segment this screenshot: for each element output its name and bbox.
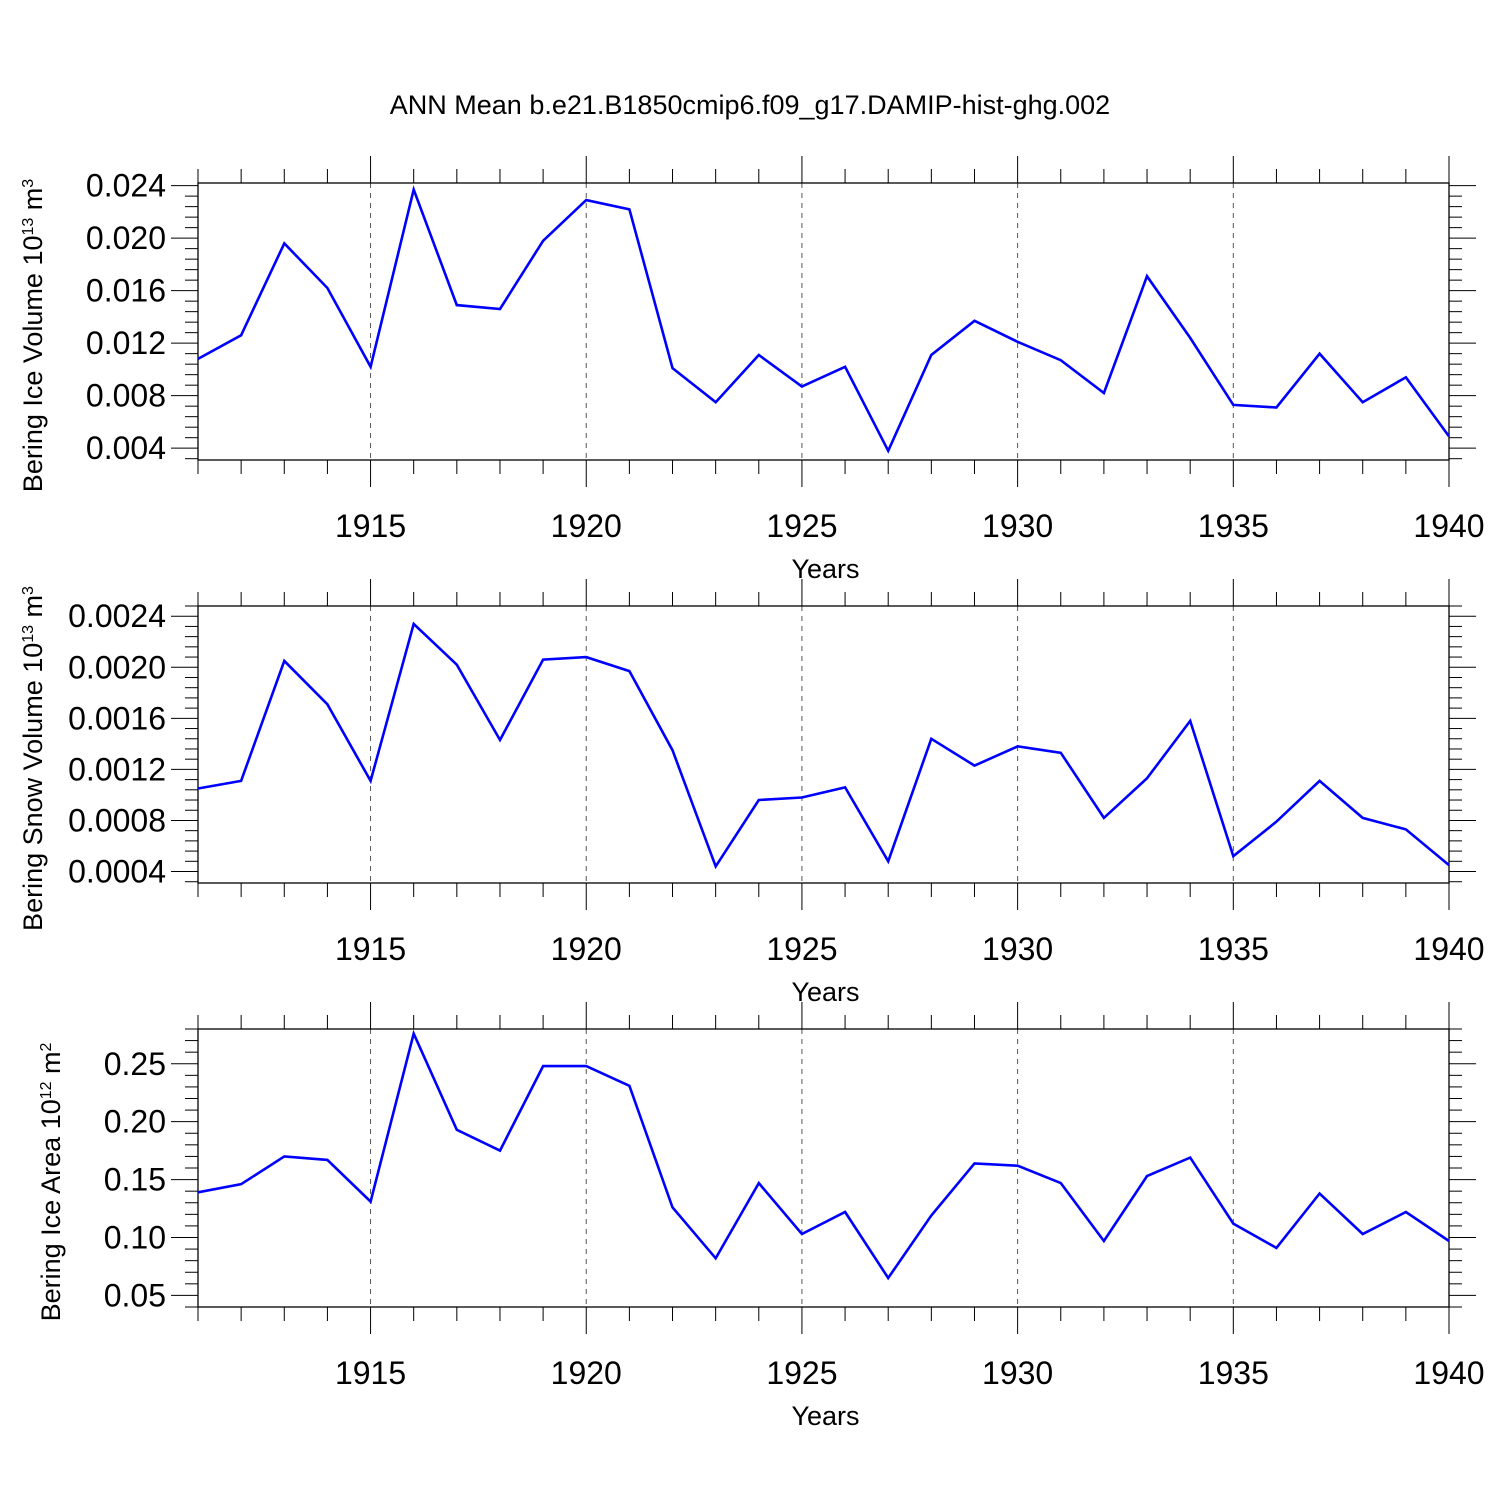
y-axis-title: Bering Snow Volume 1013 m3 (18, 586, 48, 931)
y-tick-label: 0.0004 (68, 854, 166, 890)
x-axis-title: Years (791, 977, 859, 1007)
chart-panel-3: 0.05 0.10 0.15 0.20 0.25 1915 1920 1925 1930 1935… (36, 1002, 1485, 1431)
x-tick-label: 1935 (1198, 508, 1269, 544)
y-tick-label: 0.016 (86, 273, 166, 309)
y-tick-label: 0.15 (104, 1162, 166, 1198)
x-tick-label: 1930 (982, 508, 1053, 544)
y-tick-label: 0.012 (86, 325, 166, 361)
y-tick-label: 0.25 (104, 1046, 166, 1082)
y-tick-label: 0.0012 (68, 751, 166, 787)
y-axis-title-text: Bering Snow Volume 10 (18, 643, 48, 931)
y-tick-label: 0.008 (86, 378, 166, 414)
y-axis-title-superscript: 12 (38, 1081, 55, 1099)
x-tick-label: 1925 (766, 508, 837, 544)
y-tick-label: 0.0016 (68, 700, 166, 736)
y-axis-title-text: Bering Ice Area 10 (36, 1099, 66, 1321)
x-tick-label: 1940 (1413, 1355, 1484, 1391)
y-axis-title: Bering Ice Volume 1013 m3 (18, 179, 48, 492)
plot-frame (197, 1028, 1450, 1308)
chart-panel-2: 0.0004 0.0008 0.0012 0.0016 0.0020 0.0024 1915… (18, 579, 1485, 1007)
y-tick-label: 0.10 (104, 1220, 166, 1256)
x-tick-label: 1915 (335, 508, 406, 544)
y-tick-label: 0.0008 (68, 802, 166, 838)
x-tick-label: 1915 (335, 1355, 406, 1391)
y-tick-label: 0.20 (104, 1104, 166, 1140)
x-tick-label: 1925 (766, 931, 837, 967)
y-tick-label: 0.024 (86, 168, 166, 204)
y-axis-title: Bering Ice Area 1012 m2 (36, 1042, 66, 1321)
y-axis-title-superscript: 3 (20, 179, 37, 188)
x-tick-label: 1940 (1413, 931, 1484, 967)
y-tick-label: 0.0024 (68, 598, 166, 634)
plot-frame (197, 605, 1450, 884)
x-axis-title: Years (791, 1401, 859, 1431)
chart-panel-1: 0.004 0.008 0.012 0.016 0.020 0.024 1915 1920 19… (18, 156, 1485, 584)
y-tick-label: 0.05 (104, 1277, 166, 1313)
series-line-1 (197, 621, 1450, 870)
y-axis-title-superscript: 3 (20, 586, 37, 595)
plot-frame (197, 182, 1450, 461)
x-tick-label: 1920 (551, 931, 622, 967)
y-axis-title-text: m (18, 595, 48, 625)
x-tick-label: 1925 (766, 1355, 837, 1391)
x-tick-label: 1920 (551, 1355, 622, 1391)
y-axis-title-superscript: 13 (20, 625, 37, 643)
x-tick-label: 1930 (982, 931, 1053, 967)
x-tick-label: 1930 (982, 1355, 1053, 1391)
y-tick-label: 0.020 (86, 220, 166, 256)
series-line-1 (197, 1029, 1450, 1281)
x-tick-label: 1935 (1198, 931, 1269, 967)
y-tick-label: 0.004 (86, 430, 166, 466)
x-axis-title: Years (791, 554, 859, 584)
y-axis-title-superscript: 13 (20, 218, 37, 236)
y-axis-title-text: m (36, 1051, 66, 1081)
y-axis-title-text: Bering Ice Volume 10 (18, 236, 48, 493)
x-tick-label: 1935 (1198, 1355, 1269, 1391)
y-axis-title-superscript: 2 (38, 1042, 55, 1051)
x-tick-label: 1940 (1413, 508, 1484, 544)
figure-title: ANN Mean b.e21.B1850cmip6.f09_g17.DAMIP-… (389, 90, 1111, 120)
x-tick-label: 1920 (551, 508, 622, 544)
y-axis-title-text: m (18, 188, 48, 218)
y-tick-label: 0.0020 (68, 649, 166, 685)
x-tick-label: 1915 (335, 931, 406, 967)
series-line-1 (197, 185, 1451, 454)
